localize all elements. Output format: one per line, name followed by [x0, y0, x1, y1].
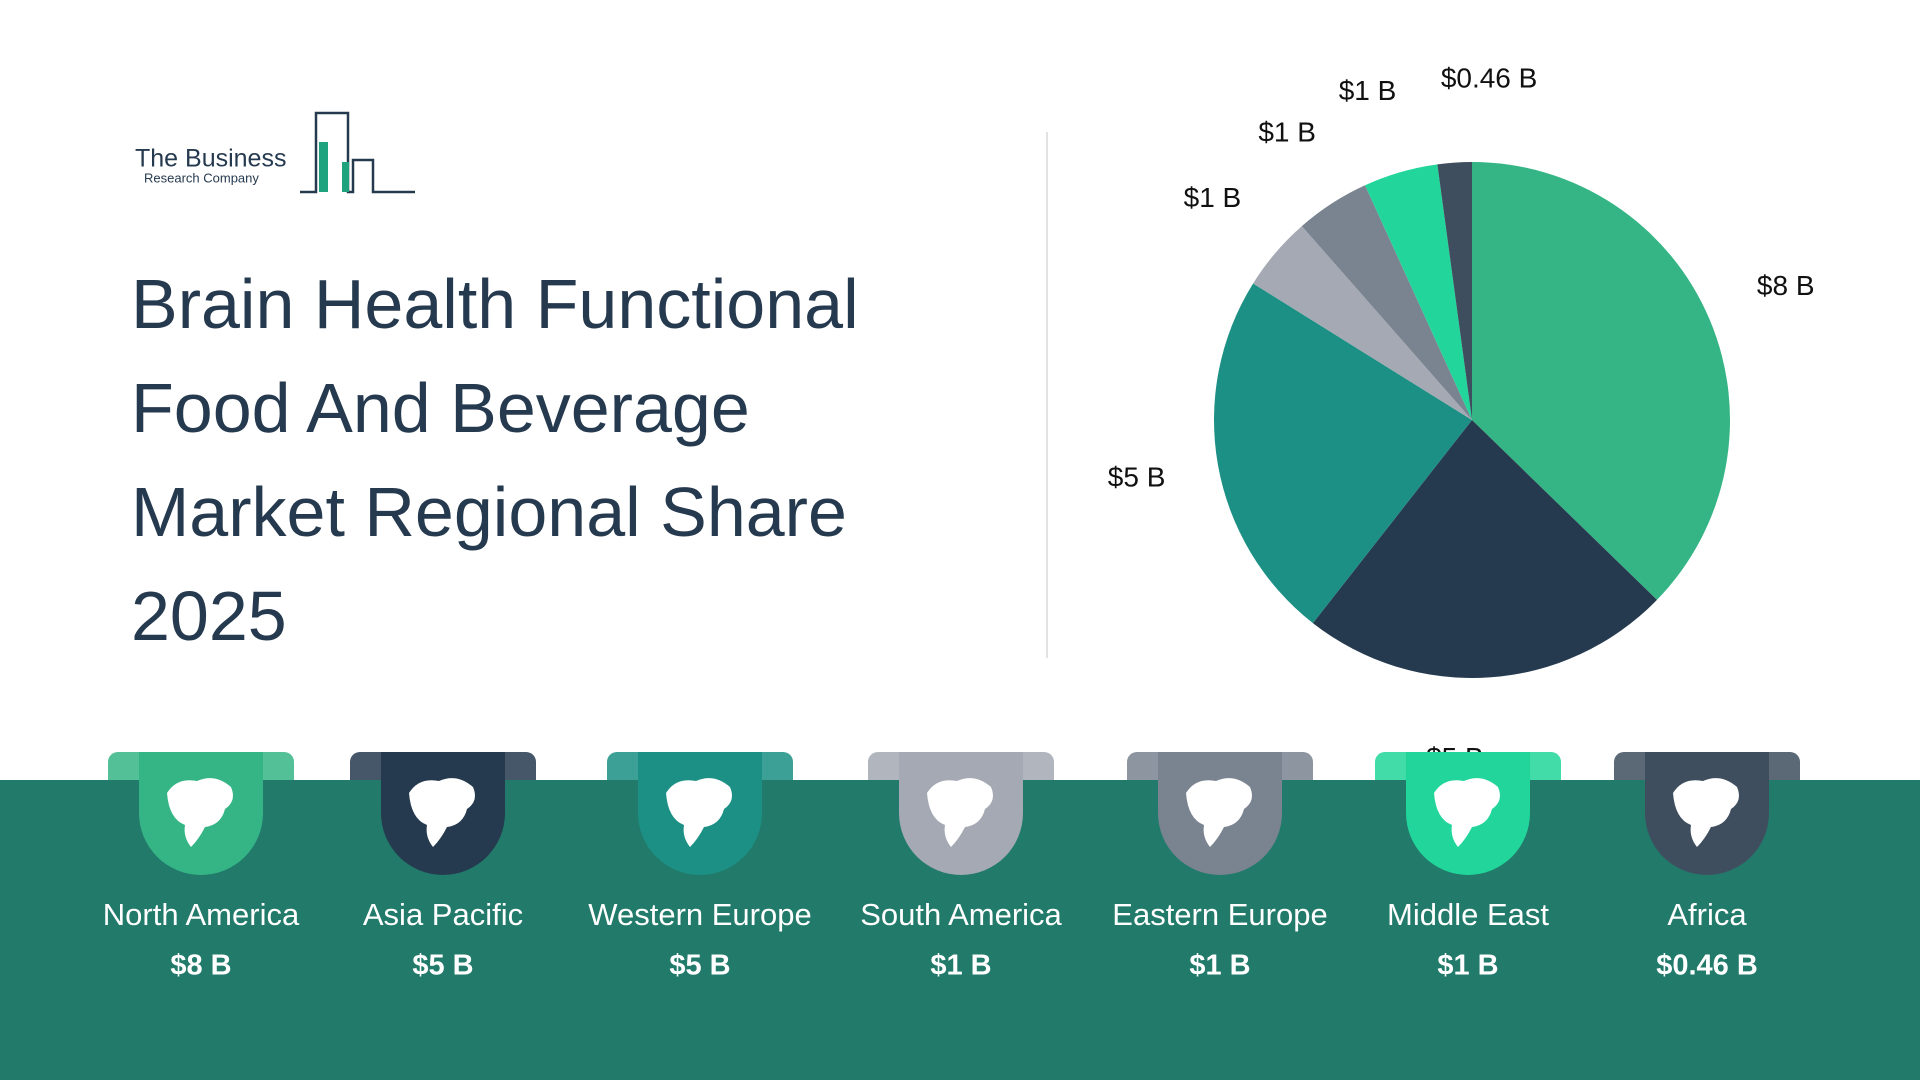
chart-title: Brain Health Functional Food And Beverag…: [131, 265, 859, 655]
slice-label: $1 B: [1258, 116, 1316, 147]
region-name: South America: [860, 897, 1062, 932]
logo-subname: Research Company: [144, 170, 259, 185]
region-icon: [1673, 778, 1739, 847]
region-icon: [927, 778, 993, 847]
logo-name: The Business: [135, 145, 286, 173]
region-value: $8 B: [170, 950, 231, 982]
region-icon: [1186, 778, 1252, 847]
pie: $8 B$5 B$5 B$1 B$1 B$1 B$0.46 B: [1108, 63, 1815, 774]
slice-label: $5 B: [1108, 461, 1166, 492]
region-value: $1 B: [1189, 950, 1250, 982]
slice-label: $1 B: [1184, 182, 1242, 213]
region-cards: North America $8 B Asia Pacific $5 B Western…: [103, 752, 1800, 982]
logo-bar: [319, 142, 328, 192]
region-icon: [167, 778, 233, 847]
region-value: $0.46 B: [1656, 950, 1758, 982]
pie-slice: [1472, 162, 1730, 600]
region-value: $5 B: [669, 950, 730, 982]
pie-slice: [1312, 420, 1657, 678]
region-name: North America: [103, 897, 300, 932]
region-name: Eastern Europe: [1112, 897, 1327, 932]
region-name: Middle East: [1387, 897, 1549, 932]
slice-label: $8 B: [1757, 270, 1815, 301]
region-name: Western Europe: [588, 897, 811, 932]
region-icon: [1434, 778, 1500, 847]
logo-building: [300, 111, 415, 194]
region-name: Africa: [1667, 897, 1747, 932]
pie-slice: [1437, 162, 1472, 420]
region-name: Asia Pacific: [363, 897, 523, 932]
region-value: $1 B: [930, 950, 991, 982]
region-icon: [409, 778, 475, 847]
slice-label: $0.46 B: [1441, 63, 1538, 94]
slice-label: $1 B: [1339, 75, 1397, 106]
region-value: $1 B: [1437, 950, 1498, 982]
region-icon: [666, 778, 732, 847]
logo: The Business Research Company: [135, 111, 415, 194]
pie-slice: [1365, 164, 1472, 420]
logo-bar: [342, 162, 349, 192]
pie-slice: [1253, 226, 1472, 420]
region-value: $5 B: [412, 950, 473, 982]
pie-slice: [1301, 185, 1472, 420]
pie-slice: [1214, 283, 1472, 624]
